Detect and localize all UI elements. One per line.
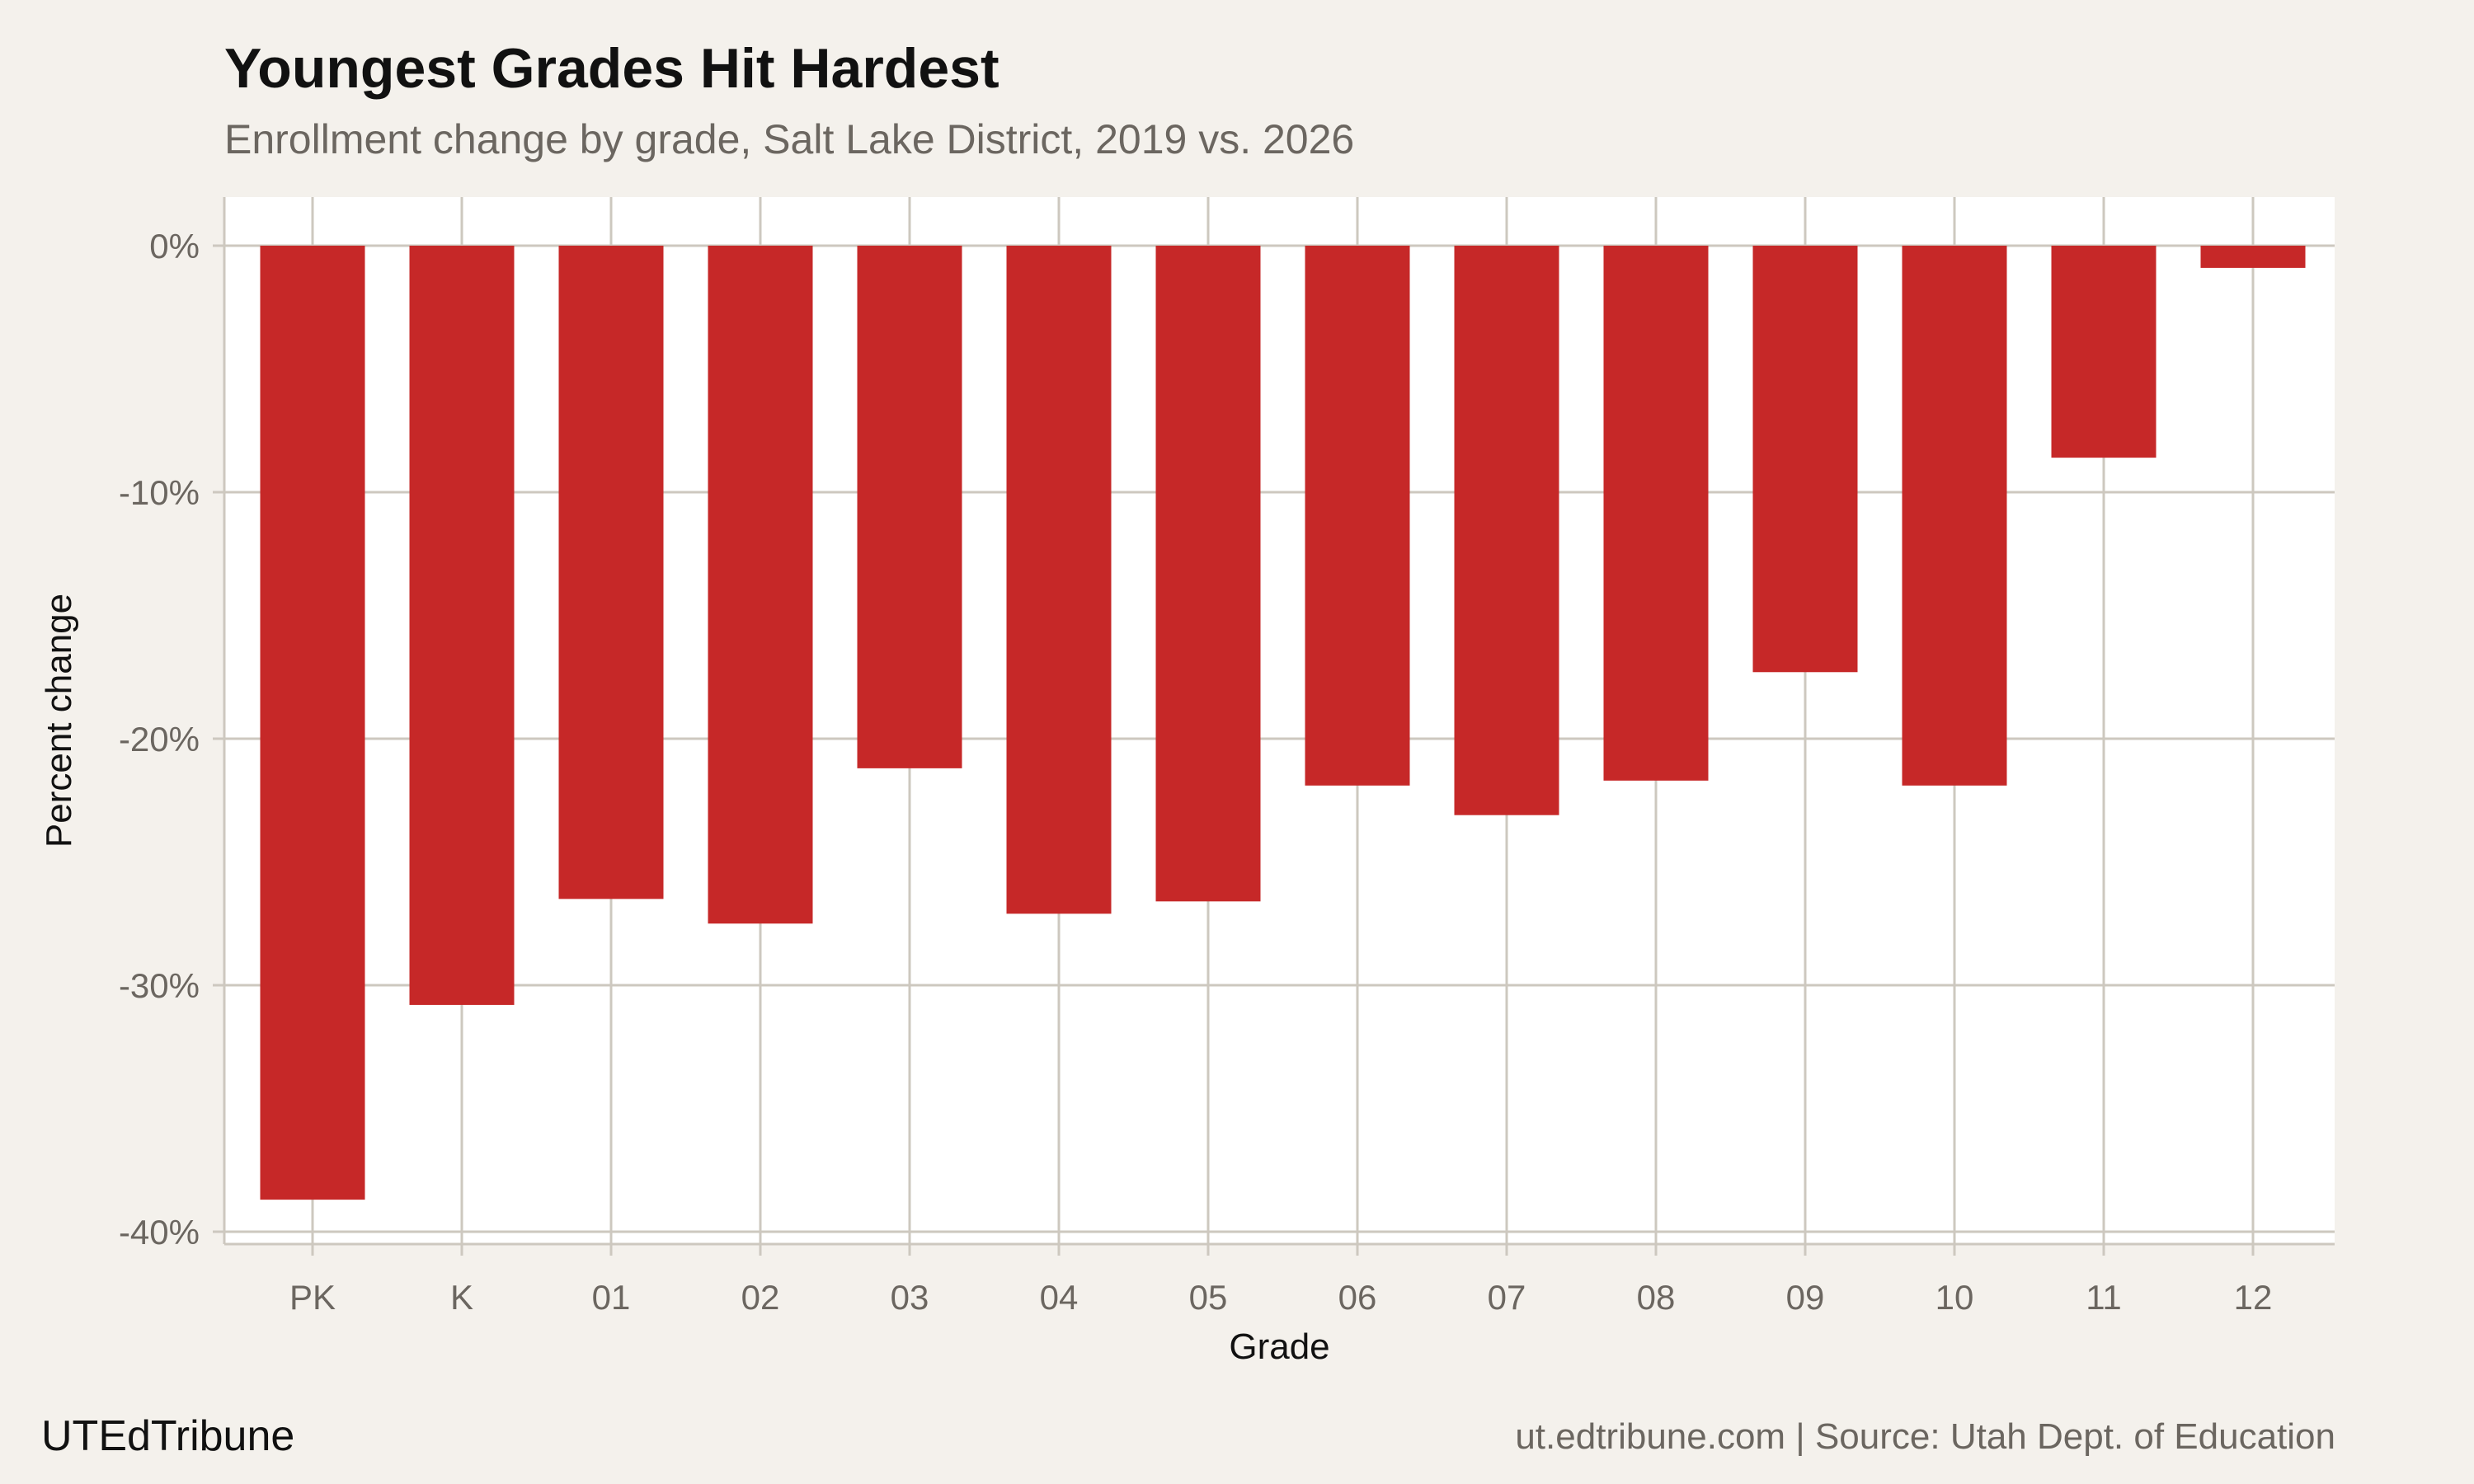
y-axis-title: Percent change <box>39 594 79 848</box>
bar-07 <box>1454 246 1559 815</box>
x-tick-label: 12 <box>2234 1278 2273 1317</box>
bar-K <box>409 246 515 1005</box>
y-tick-label: -40% <box>119 1213 200 1252</box>
x-tick-label: 09 <box>1786 1278 1825 1317</box>
x-tick-label: 11 <box>2086 1278 2122 1317</box>
x-tick-label: PK <box>289 1278 336 1317</box>
x-tick-label: 04 <box>1040 1278 1079 1317</box>
x-axis-title: Grade <box>1229 1327 1329 1367</box>
chart-title: Youngest Grades Hit Hardest <box>224 37 999 100</box>
bar-03 <box>857 246 962 768</box>
y-tick-label: -30% <box>119 966 200 1005</box>
x-tick-label: 05 <box>1189 1278 1228 1317</box>
chart-subtitle: Enrollment change by grade, Salt Lake Di… <box>224 116 1355 162</box>
bar-06 <box>1305 246 1410 786</box>
x-tick-label: 08 <box>1637 1278 1676 1317</box>
bar-11 <box>2051 246 2157 458</box>
x-tick-label: 01 <box>592 1278 631 1317</box>
source-note: ut.edtribune.com | Source: Utah Dept. of… <box>1515 1416 2335 1457</box>
bar-12 <box>2200 246 2306 268</box>
x-tick-label: 06 <box>1338 1278 1377 1317</box>
bar-05 <box>1155 246 1261 902</box>
x-tick-label: 02 <box>741 1278 780 1317</box>
bar-PK <box>260 246 365 1200</box>
bar-04 <box>1006 246 1112 914</box>
y-tick-label: -20% <box>119 720 200 758</box>
bar-09 <box>1752 246 1858 673</box>
bar-10 <box>1902 246 2007 786</box>
x-tick-label: 03 <box>891 1278 929 1317</box>
x-tick-label: 10 <box>1935 1278 1974 1317</box>
y-tick-label: 0% <box>149 227 200 265</box>
bar-02 <box>708 246 813 924</box>
x-tick-label: 07 <box>1488 1278 1526 1317</box>
x-tick-label: K <box>450 1278 473 1317</box>
bar-01 <box>558 246 664 899</box>
bar-08 <box>1603 246 1709 781</box>
plot-panel <box>224 197 2335 1244</box>
y-tick-label: -10% <box>119 473 200 512</box>
brand-logo-text: UTEdTribune <box>41 1412 295 1460</box>
